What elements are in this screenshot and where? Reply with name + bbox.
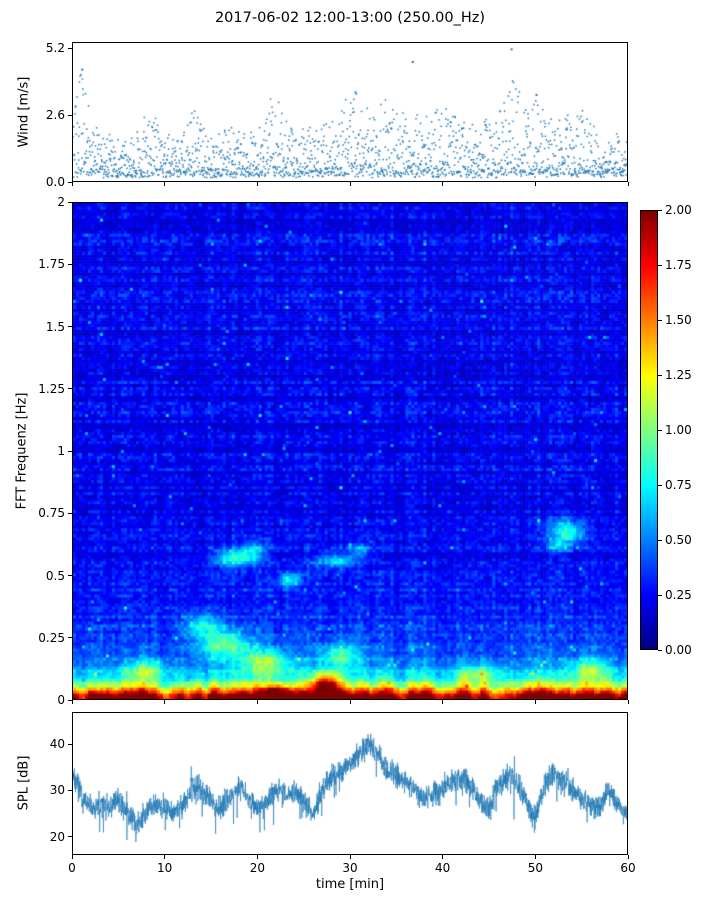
spectrogram-panel [72,202,628,700]
colorbar-tick-label: 1.00 [665,423,692,437]
x-tick-label: 0 [68,861,76,875]
colorbar-tick [658,539,662,541]
colorbar-tick [658,319,662,321]
y-tick-label: 30 [49,783,65,798]
x-tick-label: 20 [249,861,265,875]
x-tick [256,182,258,186]
x-tick [442,182,444,186]
spl-line-panel [72,712,628,855]
spl-line-canvas [73,713,627,854]
x-tick [71,182,73,186]
y-tick [68,114,72,116]
colorbar-tick [658,374,662,376]
y-tick [68,181,72,183]
fft-y-axis-label: FFT Frequenz [Hz] [14,392,30,510]
y-tick-label: 0.75 [38,506,65,521]
y-tick [68,263,72,265]
y-tick [68,699,72,701]
y-tick-label: 20 [49,829,65,844]
colorbar-tick [658,484,662,486]
colorbar-tick [658,209,662,211]
y-tick-label: 1.75 [38,257,65,272]
x-tick [256,855,258,859]
x-tick-label: 30 [342,861,358,875]
colorbar-tick [658,429,662,431]
y-tick-label: 1.5 [45,319,65,334]
x-tick [442,700,444,704]
wind-scatter-canvas [73,43,627,181]
colorbar-tick-label: 0.75 [665,478,692,492]
colorbar-tick [658,264,662,266]
x-tick [71,855,73,859]
colorbar-tick [658,649,662,651]
y-tick-label: 40 [49,737,65,752]
colorbar-tick-label: 1.25 [665,368,692,382]
x-tick [534,700,536,704]
y-tick-label: 0 [57,693,65,707]
x-tick [627,700,629,704]
colorbar-tick-label: 1.75 [665,258,692,272]
colorbar-tick [658,594,662,596]
y-tick-label: 1 [57,444,65,458]
x-tick [534,855,536,859]
colorbar-tick-label: 0.00 [665,643,692,657]
x-tick [349,700,351,704]
y-tick [68,47,72,49]
colorbar-tick-label: 1.50 [665,313,692,327]
colorbar-canvas [641,211,657,649]
x-tick [164,700,166,704]
y-tick-label: 1.25 [38,381,65,396]
y-tick-label: 5.2 [45,41,65,56]
x-tick-label: 10 [157,861,173,875]
y-tick-label: 2 [57,195,65,209]
chart-title: 2017-06-02 12:00-13:00 (250.00_Hz) [214,10,486,26]
x-tick [349,855,351,859]
y-tick [68,575,72,576]
y-tick [68,201,72,203]
x-tick [534,182,536,186]
y-tick-label: 0.25 [38,630,65,645]
x-tick [627,855,629,859]
y-tick [68,326,72,327]
wind-scatter-panel [72,42,628,182]
x-tick-label: 40 [435,861,451,875]
y-tick-label: 0.5 [45,568,65,583]
colorbar-tick-label: 2.00 [665,203,692,217]
x-axis-label: time [min] [315,877,385,892]
spectrogram-canvas [73,203,627,699]
y-tick [68,743,72,745]
x-tick [627,182,629,186]
y-tick-label: 2.6 [45,108,65,123]
colorbar-tick-label: 0.50 [665,533,692,547]
spl-y-axis-label: SPL [dB] [16,755,32,811]
colorbar-tick-label: 0.25 [665,588,692,602]
x-tick [164,855,166,859]
y-tick [68,388,72,390]
y-tick-label: 0.0 [45,175,65,189]
y-tick [68,789,72,791]
x-tick [442,855,444,859]
wind-y-axis-label: Wind [m/s] [16,76,32,148]
y-tick [68,450,72,452]
x-tick [71,700,73,704]
x-tick-label: 60 [620,861,636,875]
x-tick [164,182,166,186]
y-tick [68,637,72,639]
y-tick [68,836,72,838]
x-tick [349,182,351,186]
colorbar [640,210,658,650]
x-tick-label: 50 [527,861,543,875]
y-tick [68,512,72,514]
x-tick [256,700,258,704]
